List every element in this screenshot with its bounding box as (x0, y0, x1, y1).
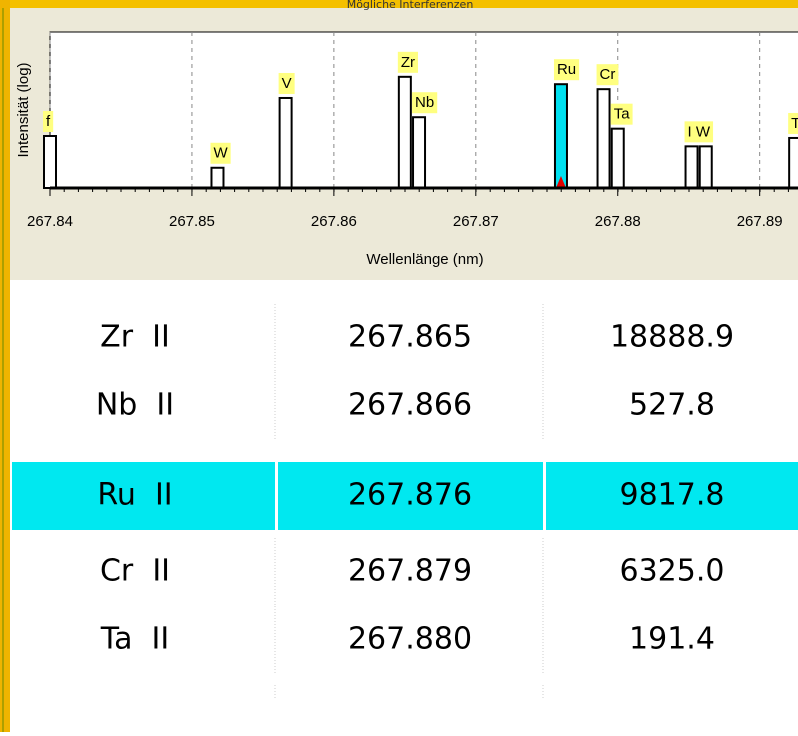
peak-label: V (282, 75, 292, 92)
peak-label: f (46, 113, 51, 130)
peak-label-bg (397, 51, 419, 73)
x-tick-label: 267.87 (453, 213, 499, 230)
x-tick-label: 267.84 (27, 213, 73, 230)
bar (210, 166, 225, 189)
table-cell: 18888.9 (610, 320, 734, 355)
bar (553, 83, 568, 189)
bar (596, 88, 611, 189)
table-cell: Ta II (100, 622, 170, 657)
bar (698, 145, 713, 189)
peak-label: Nb (415, 94, 434, 111)
peak-label-bg (210, 142, 231, 164)
peak-label: Cr (600, 66, 616, 83)
x-axis-label: Wellenlänge (nm) (366, 251, 483, 268)
x-tick-label: 267.85 (169, 213, 215, 230)
y-axis-label: Intensität (log) (15, 62, 32, 157)
row-highlight (278, 462, 543, 530)
peak-label: Zr (401, 54, 415, 71)
peak-label-bg (788, 112, 798, 134)
table-cell: Nb II (96, 388, 174, 423)
table-cell: 267.865 (348, 320, 472, 355)
peak-label-bg (553, 59, 580, 81)
table-cell: 267.879 (348, 554, 472, 589)
peak-label-bg (596, 64, 619, 86)
row-highlight (546, 462, 798, 530)
table-cell: 267.876 (348, 478, 472, 513)
table-cell: Cr II (100, 554, 170, 589)
peak-label-bg (610, 103, 633, 125)
bar (412, 116, 427, 189)
bars: f W V Zr Nb Ru Cr Ta I W T (43, 51, 798, 189)
peak-label: Ta (614, 106, 631, 123)
selected-marker (555, 176, 566, 188)
bar (278, 96, 293, 189)
x-tick-label: 267.86 (311, 213, 357, 230)
bar (788, 136, 798, 189)
peak-label: Ru (557, 61, 576, 78)
peak-label-bg (278, 72, 295, 94)
table-cell: 527.8 (629, 388, 715, 423)
peak-label: W (213, 145, 228, 162)
peak-label-bg (43, 111, 54, 132)
top-border (0, 0, 798, 8)
chart-title: Mögliche Interferenzen (347, 0, 474, 11)
x-tick-label: 267.89 (737, 213, 783, 230)
peak-label-bg (684, 121, 714, 143)
peak-label-bg (412, 92, 438, 114)
x-tick-label: 267.88 (595, 213, 641, 230)
table-cell: 267.866 (348, 388, 472, 423)
bar (397, 75, 412, 189)
bar (43, 135, 57, 189)
table-cell: Ru II (97, 478, 172, 513)
table-cell: 9817.8 (620, 478, 725, 513)
table-cell: Zr II (100, 320, 170, 355)
bar (684, 145, 699, 189)
table-cell: 6325.0 (620, 554, 725, 589)
table-cell: 267.880 (348, 622, 472, 657)
peak-label: T (791, 115, 798, 132)
row-highlight (12, 462, 275, 530)
peak-label: I W (688, 123, 711, 140)
table-cell: 191.4 (629, 622, 715, 657)
left-border (0, 0, 10, 732)
bar (610, 127, 625, 189)
